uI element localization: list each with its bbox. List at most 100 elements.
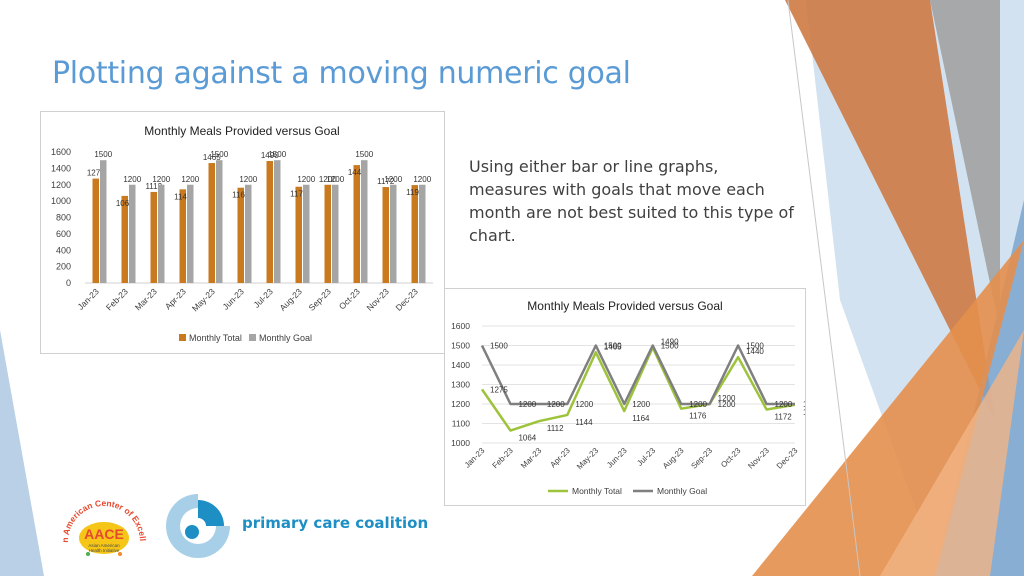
legend-label: Monthly Total xyxy=(572,486,622,496)
bar-chart: Monthly Meals Provided versus Goal 0 200 40… xyxy=(51,124,433,343)
x-tick-label: Jan-23 xyxy=(463,446,487,470)
y-tick-label: 200 xyxy=(56,262,71,272)
data-label: 1200 xyxy=(181,175,199,184)
data-label: 1200 xyxy=(152,175,170,184)
x-tick-label: Nov-23 xyxy=(364,286,391,313)
pcc-mark-center xyxy=(185,525,199,539)
data-label: 1064 xyxy=(116,199,134,208)
bar-total xyxy=(353,165,360,283)
bar-goal xyxy=(361,160,368,283)
pcc-mark-outer xyxy=(166,494,230,558)
chart-title: Monthly Meals Provided versus Goal xyxy=(144,124,339,138)
data-label: 1200 xyxy=(384,175,402,184)
data-label: 1465 xyxy=(203,153,221,162)
data-label: 1200 xyxy=(718,394,736,403)
data-label: 1144 xyxy=(174,192,192,201)
deco-gray-panel xyxy=(930,0,1000,330)
data-label: 1275 xyxy=(490,385,508,394)
data-label: 1200 xyxy=(413,175,431,184)
aace-dot-green xyxy=(86,552,90,556)
bar-total xyxy=(208,163,215,283)
data-label: 1200 xyxy=(547,400,565,409)
bar-total xyxy=(237,187,244,283)
legend-swatch xyxy=(179,334,186,341)
bar-goal xyxy=(332,184,339,283)
data-label: 1144 xyxy=(575,418,593,427)
aace-badge xyxy=(79,522,129,554)
data-label: 1200 xyxy=(297,175,315,184)
data-label: 1200 xyxy=(326,175,344,184)
data-label: 1200 xyxy=(518,400,536,409)
data-label: 1465 xyxy=(604,342,622,351)
data-label: 1196 xyxy=(803,408,805,417)
data-label: 1172 xyxy=(775,412,793,421)
data-label: 1164 xyxy=(632,414,650,423)
bar-goal xyxy=(390,184,397,283)
x-tick-label: Dec-23 xyxy=(775,446,800,471)
data-label: 1490 xyxy=(261,151,279,160)
data-label: 1200 xyxy=(575,400,593,409)
data-label: 1500 xyxy=(210,150,228,159)
x-tick-label: Aug-23 xyxy=(277,286,304,313)
x-tick-label: May-23 xyxy=(575,446,601,472)
data-label: 1500 xyxy=(490,342,508,351)
y-tick-label: 1400 xyxy=(51,163,71,173)
y-tick-label: 1000 xyxy=(451,438,470,448)
bar-total xyxy=(411,185,418,283)
line-chart: Monthly Meals Provided versus Goal 1000 11… xyxy=(451,299,805,496)
bar-goal xyxy=(274,160,281,283)
legend-label: Monthly Total xyxy=(189,333,242,343)
x-tick-label: Aug-23 xyxy=(661,446,686,471)
data-label: 1500 xyxy=(661,342,679,351)
y-tick-label: 1000 xyxy=(51,196,71,206)
data-label: 1200 xyxy=(803,400,805,409)
data-label: 1164 xyxy=(232,191,250,200)
x-tick-label: Nov-23 xyxy=(746,446,771,471)
bar-goal xyxy=(187,184,194,283)
legend-swatch xyxy=(249,334,256,341)
x-tick-label: Oct-23 xyxy=(337,286,362,311)
legend-label: Monthly Goal xyxy=(259,333,312,343)
data-label: 1500 xyxy=(604,342,622,351)
bar-total xyxy=(121,195,128,283)
bar-total xyxy=(324,184,331,283)
data-label: 1200 xyxy=(239,175,257,184)
x-tick-label: Sep-23 xyxy=(306,286,333,313)
aace-sub-text-2: Health Initiative xyxy=(89,548,120,553)
data-label: 1500 xyxy=(355,150,373,159)
aace-logo: Asian American Center of Excellence AACE… xyxy=(58,488,148,556)
x-tick-label: Oct-23 xyxy=(719,446,743,470)
aace-dot-orange xyxy=(118,552,122,556)
bar-goal xyxy=(100,160,107,283)
legend-label: Monthly Goal xyxy=(657,486,707,496)
data-label: 1064 xyxy=(518,434,536,443)
chart-title: Monthly Meals Provided versus Goal xyxy=(527,299,722,313)
bar-total xyxy=(92,178,99,283)
bar-total xyxy=(266,161,273,283)
data-label: 1200 xyxy=(123,175,141,184)
data-label: 1500 xyxy=(94,150,112,159)
bar-total xyxy=(150,191,157,283)
pcc-logo-mark xyxy=(166,494,230,558)
deco-light-orange xyxy=(880,330,1024,576)
y-tick-label: 600 xyxy=(56,229,71,239)
aace-main-text: AACE xyxy=(84,526,124,542)
data-label: 1176 xyxy=(689,412,707,421)
data-label: 1490 xyxy=(661,337,679,346)
deco-left-triangle xyxy=(0,330,44,576)
data-label: 1176 xyxy=(290,190,308,199)
bar-chart-panel: Monthly Meals Provided versus Goal 0 200 40… xyxy=(40,111,445,354)
x-tick-label: Dec-23 xyxy=(393,286,420,313)
data-label: 1200 xyxy=(632,400,650,409)
logos-area: Asian American Center of Excellence AACE… xyxy=(58,488,428,566)
bar-goal xyxy=(245,184,252,283)
bar-goal xyxy=(216,160,223,283)
aace-sub-text-1: Asian American xyxy=(88,543,120,548)
y-tick-label: 1600 xyxy=(451,321,470,331)
bar-total xyxy=(295,186,302,283)
bar-goal xyxy=(158,184,165,283)
x-tick-label: May-23 xyxy=(190,286,217,313)
data-label: 1500 xyxy=(268,150,286,159)
line-series-total xyxy=(480,346,796,432)
